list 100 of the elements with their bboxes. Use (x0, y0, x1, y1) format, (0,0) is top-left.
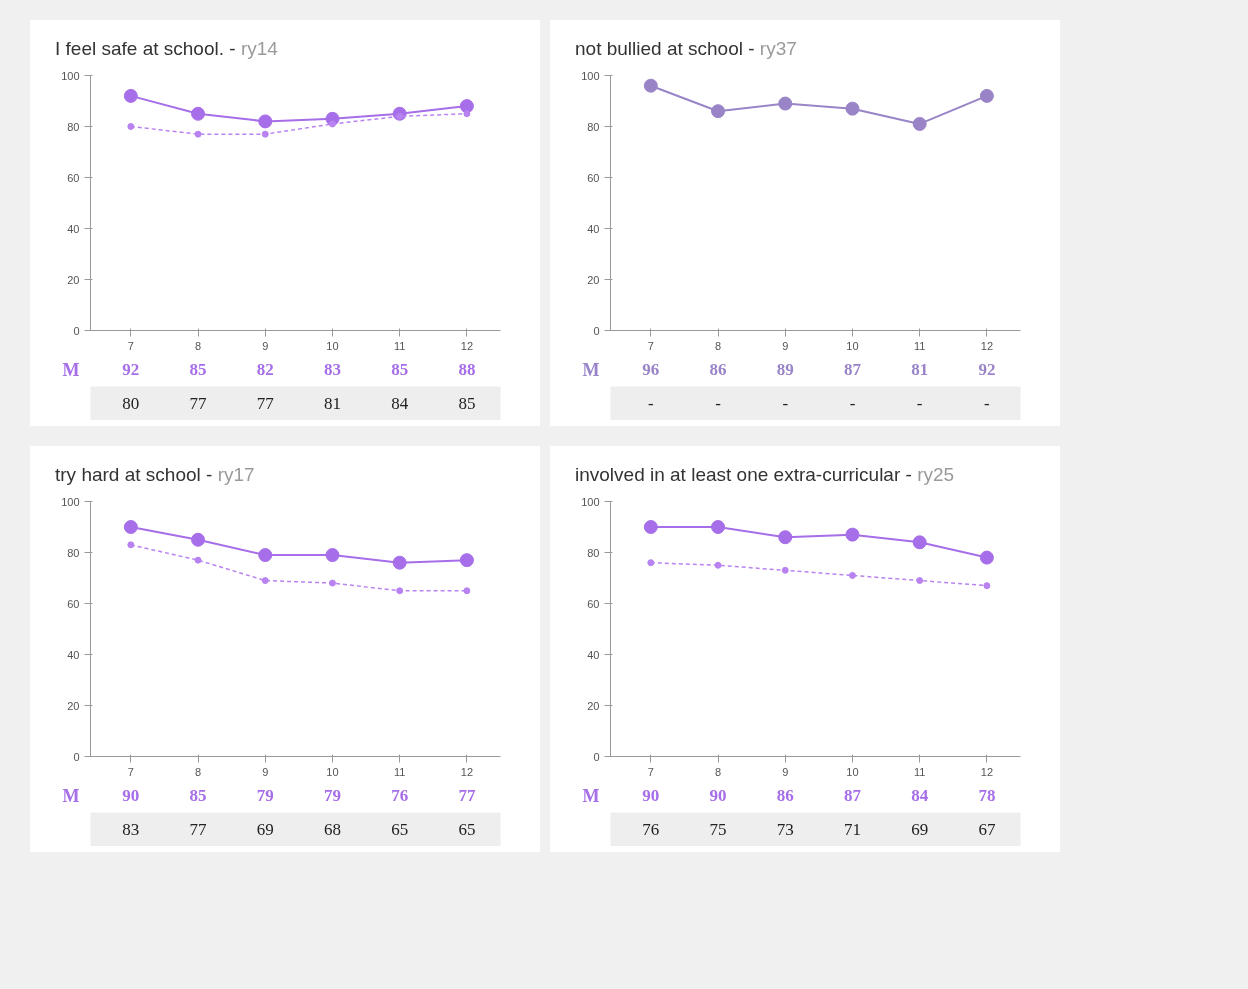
point (912, 535, 927, 550)
point (258, 114, 273, 129)
x-tick-label: 11 (913, 765, 926, 778)
y-tick-label: 0 (593, 324, 600, 337)
y-tick-label: 80 (587, 120, 600, 133)
y-tick-label: 20 (587, 699, 600, 712)
point (325, 548, 340, 563)
data-label: 84 (391, 394, 409, 414)
data-label: 69 (256, 820, 274, 840)
data-label: 89 (776, 360, 794, 380)
data-label: 77 (189, 394, 208, 414)
y-tick-label: 100 (61, 69, 80, 82)
text: M (582, 359, 600, 380)
text: - (782, 394, 789, 414)
x-tick-label: 12 (460, 339, 474, 352)
point (912, 117, 927, 132)
x-tick-label: 8 (714, 339, 722, 352)
data-label: 77 (458, 786, 476, 806)
point (392, 555, 407, 570)
x-tick-label: 10 (326, 765, 339, 778)
point (848, 572, 856, 580)
point (643, 520, 658, 535)
data-label: 76 (642, 820, 660, 840)
x-tick-label: 9 (782, 765, 789, 778)
point (845, 101, 860, 116)
x-tick-label: 11 (393, 765, 406, 778)
point (643, 78, 658, 93)
data-label: 90 (642, 786, 660, 806)
x-tick-label: 12 (460, 765, 474, 778)
point (328, 579, 336, 587)
data-label: 84 (911, 786, 929, 806)
y-tick-label: 0 (73, 324, 80, 337)
point (463, 110, 471, 118)
data-label: 86 (709, 360, 727, 380)
x-tick-label: 8 (714, 765, 722, 778)
point (261, 130, 269, 138)
data-label: 77 (189, 820, 208, 840)
data-label: 90 (709, 786, 727, 806)
data-label: 75 (709, 820, 727, 840)
data-label: 82 (256, 360, 274, 380)
point (191, 106, 206, 121)
point (123, 520, 138, 535)
text: - (849, 394, 856, 414)
chart-subtitle: ry25 (917, 464, 955, 486)
data-label: 90 (122, 786, 140, 806)
point (328, 120, 336, 128)
point (459, 553, 474, 568)
data-label: 85 (189, 786, 207, 806)
y-tick-label: 40 (587, 648, 600, 661)
y-tick-label: 20 (67, 273, 80, 286)
text: M (582, 785, 600, 806)
point (711, 520, 726, 535)
data-label: 86 (776, 786, 794, 806)
x-tick-label: 8 (194, 339, 202, 352)
x-tick-label: 10 (326, 339, 339, 352)
data-label: 79 (256, 786, 274, 806)
data-label: 88 (458, 360, 476, 380)
chart-subtitle: ry14 (240, 38, 278, 59)
data-label: 73 (776, 820, 794, 840)
data-label: 68 (323, 820, 341, 840)
data-label: 87 (843, 360, 862, 380)
x-tick-label: 9 (782, 339, 789, 352)
data-label: 81 (323, 394, 341, 414)
data-label: 71 (843, 820, 861, 840)
chart-title: I feel safe at school. - (55, 38, 236, 59)
text: - (648, 394, 654, 414)
chart-subtitle: ry17 (217, 464, 255, 486)
y-tick-label: 80 (67, 120, 80, 133)
text: M (62, 785, 80, 806)
x-tick-label: 7 (127, 339, 134, 352)
point (127, 541, 135, 549)
point (396, 587, 404, 595)
point (261, 577, 269, 585)
y-tick-label: 60 (67, 597, 80, 610)
x-tick-label: 7 (127, 765, 134, 778)
data-label: 85 (458, 394, 476, 414)
y-tick-label: 40 (587, 222, 600, 235)
point (711, 104, 726, 119)
x-tick-label: 7 (647, 765, 654, 778)
data-label: 81 (911, 360, 929, 380)
data-label: 65 (391, 820, 409, 840)
x-tick-label: 7 (647, 339, 654, 352)
y-tick-label: 80 (67, 546, 80, 559)
y-tick-label: 40 (67, 648, 80, 661)
x-tick-label: 9 (262, 339, 269, 352)
y-tick-label: 100 (581, 69, 600, 82)
y-tick-label: 20 (67, 699, 80, 712)
text: M (62, 359, 80, 380)
x-tick-label: 10 (846, 765, 859, 778)
data-label: 85 (189, 360, 207, 380)
point (191, 533, 206, 548)
chart-title: try hard at school - (55, 464, 213, 486)
data-label: 92 (978, 360, 996, 380)
data-label: 83 (122, 820, 140, 840)
text: - (715, 394, 721, 414)
point (258, 548, 273, 563)
text: - (984, 394, 990, 414)
data-label: 80 (122, 394, 140, 414)
data-label: 92 (122, 360, 140, 380)
x-tick-label: 11 (393, 339, 406, 352)
